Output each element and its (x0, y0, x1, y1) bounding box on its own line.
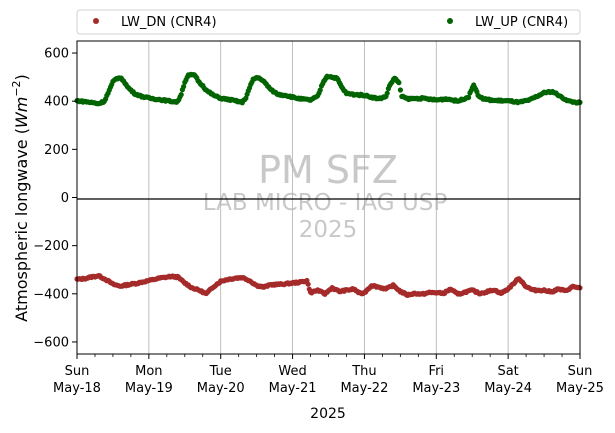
x-tick-label-day: Sun (568, 364, 593, 379)
data-point (397, 87, 403, 93)
x-tick-label-date: May-23 (412, 381, 460, 396)
x-tick-label-day: Sat (497, 364, 518, 379)
data-point (396, 80, 402, 86)
y-tick-label: −200 (33, 239, 69, 254)
x-tick-label-date: May-19 (125, 381, 173, 396)
legend: LW_DN (CNR4) LW_UP (CNR4) (76, 9, 581, 35)
x-tick-label-day: Sun (65, 364, 90, 379)
legend-label-lw-up: LW_UP (CNR4) (475, 15, 568, 30)
x-tick-label-day: Fri (429, 364, 445, 379)
x-tick-label-date: May-20 (197, 381, 245, 396)
x-tick-label-date: May-18 (53, 381, 101, 396)
watermark: PM SFZ LAB MICRO - IAG USP 2025 (203, 148, 448, 243)
series-lw-up (74, 71, 583, 107)
data-point (243, 95, 249, 101)
y-tick-label: −400 (33, 287, 69, 302)
x-tick-label-date: May-25 (556, 381, 604, 396)
x-tick-label-day: Thu (351, 364, 376, 379)
x-axis-label: 2025 (310, 406, 346, 422)
x-tick-label-day: Tue (209, 364, 232, 379)
y-tick-label: 400 (44, 95, 69, 110)
series-lw-dn (74, 273, 583, 298)
watermark-lab: LAB MICRO - IAG USP (203, 190, 448, 216)
data-point (317, 87, 323, 93)
x-tick-label-date: May-21 (269, 381, 317, 396)
legend-label-lw-dn: LW_DN (CNR4) (121, 15, 217, 30)
y-axis: −600 −400 −200 0 200 400 600 (33, 47, 77, 350)
watermark-year: 2025 (299, 217, 358, 243)
x-tick-label-date: May-22 (340, 381, 388, 396)
x-tick-label-date: May-24 (484, 381, 532, 396)
x-tick-label-day: Mon (135, 364, 162, 379)
y-tick-label: −600 (33, 335, 69, 350)
y-axis-label: Atmospheric longwave (Wm−2) (10, 74, 31, 322)
x-tick-label-day: Wed (278, 364, 306, 379)
plot-series (74, 71, 583, 298)
grid-lines (148, 41, 509, 354)
data-point (466, 94, 472, 101)
y-tick-label: 0 (61, 191, 69, 206)
data-point (181, 84, 187, 90)
data-point (178, 92, 184, 98)
y-tick-label: 600 (44, 47, 69, 62)
y-tick-label: 200 (44, 143, 69, 158)
legend-marker-lw-up (447, 18, 453, 24)
legend-marker-lw-dn (93, 18, 99, 24)
data-point (305, 281, 311, 287)
legend-box (76, 9, 581, 35)
watermark-title: PM SFZ (258, 148, 398, 192)
data-point (384, 90, 390, 96)
x-axis: Sun May-18 Mon May-19 Tue May-20 Wed May-21 Thu M… (53, 354, 604, 396)
